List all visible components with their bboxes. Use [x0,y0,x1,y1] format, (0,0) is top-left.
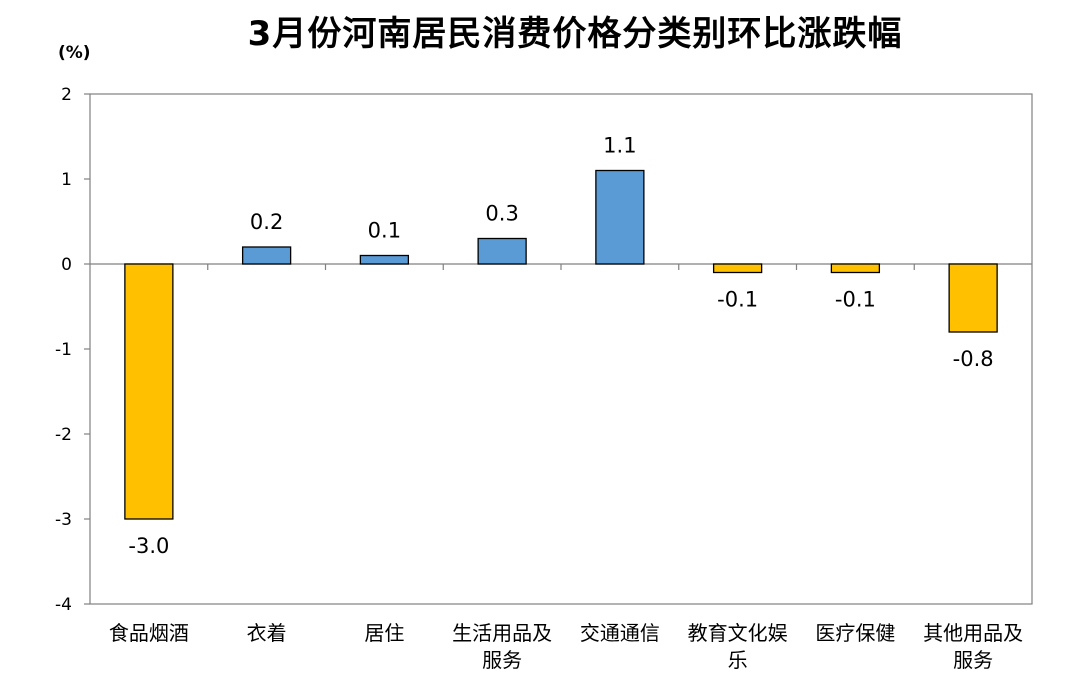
data-label: -0.8 [953,347,994,371]
x-category-label: 衣着 [247,621,287,645]
data-label: 0.3 [485,202,518,226]
x-category-label: 教育文化娱 [688,621,788,645]
y-unit-label: (%) [58,43,91,63]
data-label: -3.0 [128,534,169,558]
x-category-label: 乐 [728,648,748,672]
data-label: 1.1 [603,134,636,158]
y-tick-label: 1 [61,170,72,190]
bar [359,254,410,265]
y-tick-label: -3 [55,510,72,530]
data-label: 0.2 [250,210,283,234]
y-tick-label: 2 [61,85,72,105]
bar [241,246,292,265]
x-category-label: 医疗保健 [815,621,895,645]
x-category-label: 服务 [482,648,522,672]
y-tick-label: -4 [55,595,72,615]
x-category-label: 服务 [953,648,993,672]
data-label: -0.1 [835,288,876,312]
bar [124,263,174,520]
x-category-label: 食品烟酒 [109,621,189,645]
y-tick-label: 0 [61,255,72,275]
data-label: 0.1 [368,219,401,243]
chart-title: 3月份河南居民消费价格分类别环比涨跌幅 [247,14,903,54]
y-tick-label: -2 [55,425,72,445]
bar [830,263,881,274]
bar [712,263,763,274]
y-tick-label: -1 [55,340,72,360]
x-category-label: 居住 [364,621,404,645]
x-category-label: 其他用品及 [923,621,1023,645]
bar [948,263,998,333]
bar [595,169,645,265]
plot-area-frame [89,93,1033,605]
x-category-label: 交通通信 [580,621,660,645]
data-label: -0.1 [717,288,758,312]
bar [477,237,527,265]
x-category-label: 生活用品及 [452,621,552,645]
